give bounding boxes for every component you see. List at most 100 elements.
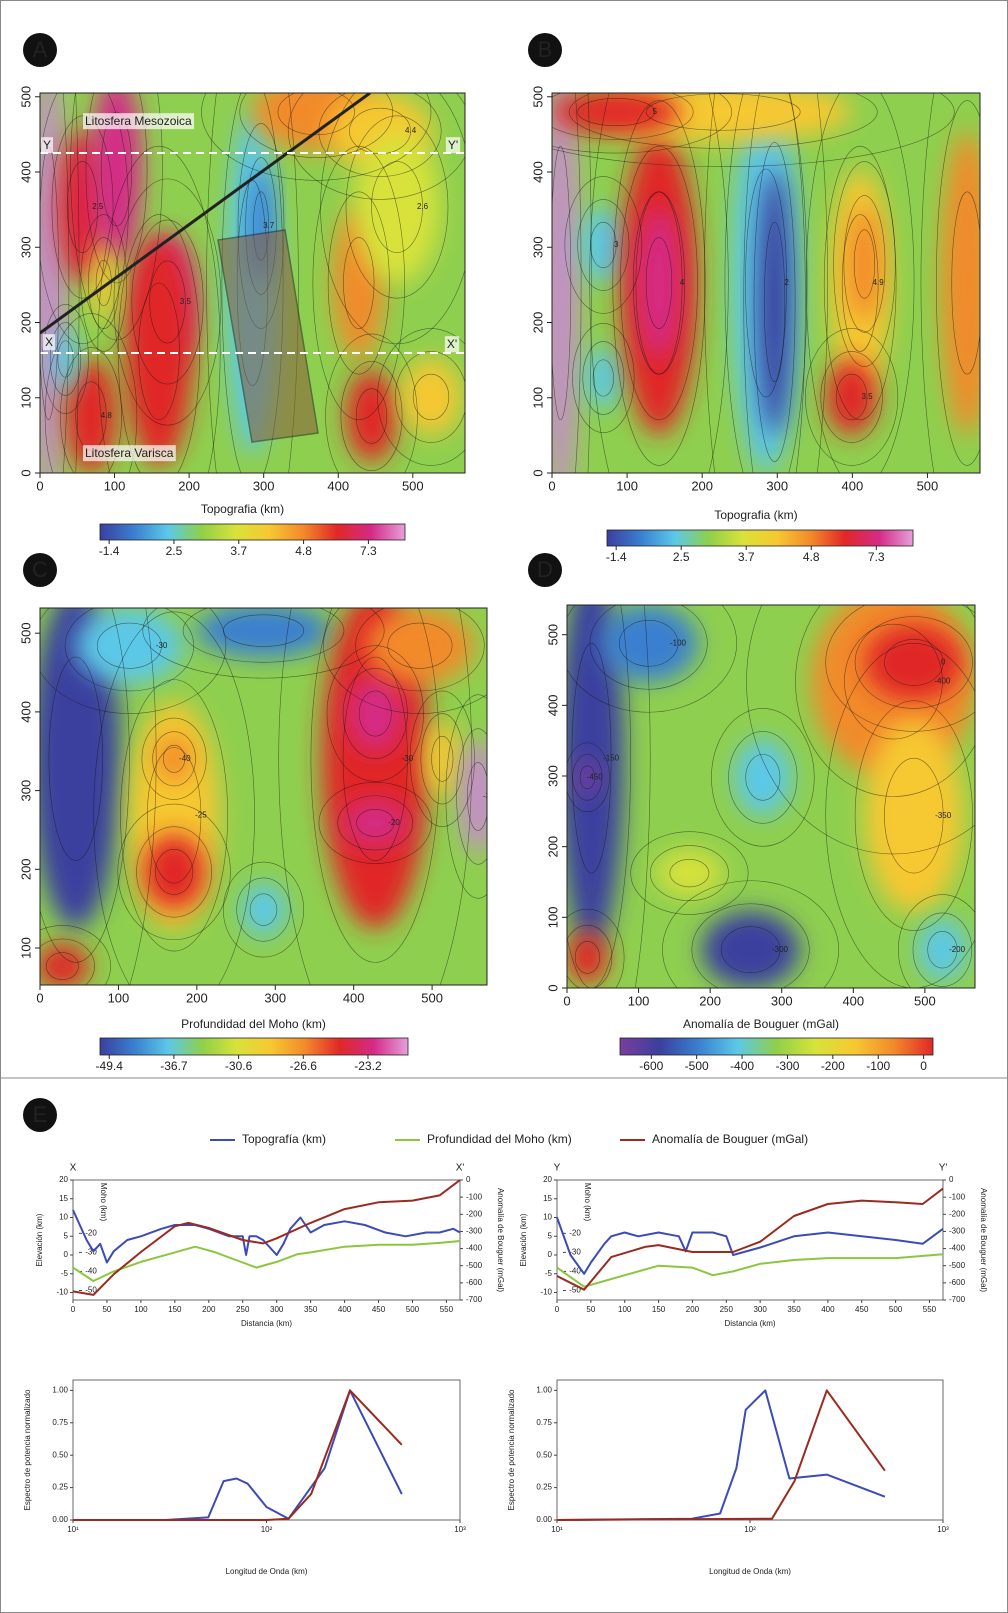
map-annotation: X' — [447, 337, 457, 351]
contour-line — [564, 176, 643, 314]
y-tick-label: 100 — [530, 387, 545, 409]
x-tick-label: 350 — [304, 1305, 318, 1314]
contour-line — [310, 608, 440, 963]
contour-line — [825, 643, 975, 988]
contour-label: -30 — [402, 754, 414, 763]
y-tick-label: 0.00 — [52, 1515, 68, 1524]
contour-line — [835, 373, 868, 421]
legend-label: Profundidad del Moho (km) — [427, 1132, 572, 1146]
x-tick-label: 100 — [104, 478, 126, 493]
panel-badge — [23, 553, 57, 587]
y-tick-label: 400 — [18, 701, 33, 723]
legend-label: Topografía (km) — [242, 1132, 326, 1146]
contour-line — [120, 679, 229, 952]
contour-line — [113, 178, 222, 426]
map-anomaly — [567, 930, 608, 985]
x-tick-label: 400 — [842, 993, 864, 1008]
colorbar-tick-label: 7.3 — [868, 550, 885, 564]
map-anomaly — [196, 608, 331, 658]
contour-line — [795, 605, 975, 797]
y-tick-label: 1.00 — [52, 1385, 68, 1394]
contour-line — [327, 191, 390, 375]
map-anomaly — [142, 834, 206, 910]
contour-line — [342, 668, 408, 760]
contour-line — [567, 742, 610, 813]
x-tick-label: 200 — [686, 1305, 700, 1314]
contour-line — [841, 214, 879, 352]
contour-line — [40, 938, 95, 985]
y-tick-label: 500 — [545, 624, 560, 646]
map-anomaly — [401, 359, 461, 435]
map-anomaly — [656, 850, 723, 897]
map-anomaly — [40, 608, 121, 929]
contour-line — [337, 795, 414, 851]
contour-line — [358, 690, 392, 737]
contour-label: -25 — [195, 810, 207, 819]
series-line — [556, 1389, 886, 1521]
y-tick-label: 400 — [18, 161, 33, 183]
contour-line — [936, 100, 980, 466]
plot-frame — [556, 1179, 944, 1301]
contour-line — [136, 826, 212, 918]
y3-tick-label: -40 — [85, 1267, 97, 1276]
contour-line — [129, 608, 157, 985]
y3-tick-label: -40 — [569, 1267, 581, 1276]
contour-line — [117, 214, 201, 473]
y-tick-label: 100 — [18, 937, 33, 959]
y-tick-label: 200 — [530, 312, 545, 334]
contour-line — [206, 93, 299, 473]
series-line — [556, 1253, 944, 1288]
x-tick-label: 300 — [264, 990, 286, 1005]
contour-line — [45, 952, 79, 981]
y-tick-label: 20 — [543, 1175, 552, 1184]
x-tick-label: 100 — [618, 1305, 632, 1314]
contour-line — [825, 605, 975, 732]
contour-line — [567, 908, 625, 988]
annotation-box — [40, 137, 54, 154]
y2-tick-label: -400 — [949, 1244, 966, 1253]
panel-label: C — [32, 557, 48, 582]
contour-line — [567, 605, 738, 713]
x-tick-label: 300 — [253, 478, 275, 493]
x-tick-label: 300 — [270, 1305, 284, 1314]
x-tick-label: 200 — [202, 1305, 216, 1314]
annotation-box — [83, 445, 176, 462]
contour-line — [345, 115, 449, 299]
map-annotation: Y' — [448, 138, 458, 152]
panel-label: A — [33, 37, 48, 62]
contour-label: 5 — [652, 107, 657, 116]
section-start: Y — [554, 1163, 561, 1174]
colorbar-tick-label: -600 — [639, 1059, 663, 1073]
contour-line — [323, 608, 487, 714]
contour-label: 3.5 — [861, 392, 873, 401]
y-tick-label: 100 — [18, 387, 33, 409]
x-tick-label: 400 — [327, 478, 349, 493]
x-tick-label: 200 — [186, 990, 208, 1005]
y-tick-label: 300 — [530, 236, 545, 258]
annotation-box — [42, 334, 56, 351]
colorbar — [99, 1037, 409, 1056]
contour-line — [40, 93, 129, 345]
map-annotation: X — [45, 335, 53, 349]
contour-line — [572, 322, 635, 434]
contour-line — [182, 608, 345, 663]
colorbar-tick-label: 4.8 — [803, 550, 820, 564]
y3-axis-title: Moho (km) — [99, 1183, 108, 1222]
contour-label: 3.5 — [180, 297, 192, 306]
contour-line — [141, 717, 207, 800]
colorbar-tick-label: 2.5 — [166, 544, 183, 558]
x-tick-label: 500 — [917, 478, 939, 493]
contour-label: -300 — [772, 945, 789, 954]
colorbar-tick-label: -30.6 — [225, 1059, 253, 1073]
y2-tick-label: -500 — [949, 1261, 966, 1270]
contour-label: -40 — [179, 754, 191, 763]
contour-line — [239, 93, 394, 158]
x-axis-title: Topografia (km) — [714, 508, 797, 522]
colorbar — [619, 1037, 934, 1056]
series-line — [556, 1187, 944, 1291]
contour-line — [456, 728, 487, 865]
series-line — [72, 1209, 461, 1264]
contour-label: -350 — [935, 811, 952, 820]
contour-line — [743, 93, 806, 473]
